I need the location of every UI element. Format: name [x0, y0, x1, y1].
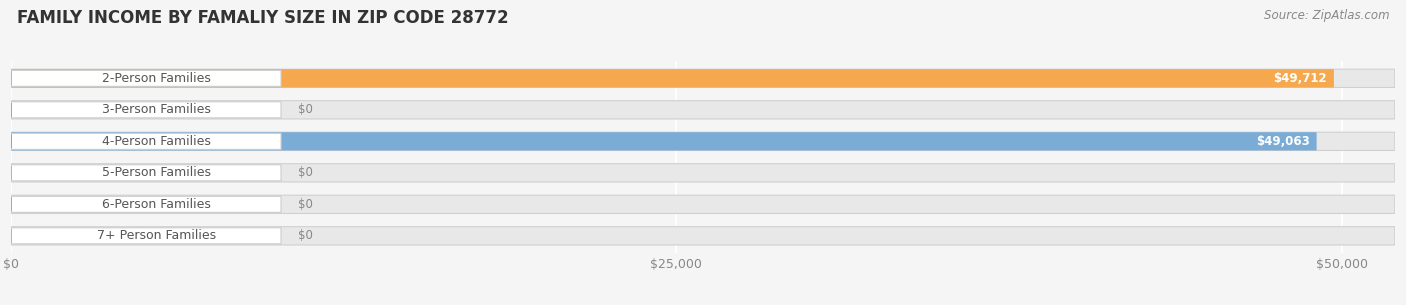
FancyBboxPatch shape [11, 102, 281, 118]
FancyBboxPatch shape [11, 132, 1316, 150]
FancyBboxPatch shape [11, 132, 1395, 150]
FancyBboxPatch shape [11, 69, 1395, 88]
Text: 5-Person Families: 5-Person Families [103, 166, 211, 179]
Text: 3-Person Families: 3-Person Families [103, 103, 211, 116]
FancyBboxPatch shape [11, 70, 281, 86]
Text: Source: ZipAtlas.com: Source: ZipAtlas.com [1264, 9, 1389, 22]
Text: $0: $0 [298, 103, 312, 116]
Text: 2-Person Families: 2-Person Families [103, 72, 211, 85]
Text: 7+ Person Families: 7+ Person Families [97, 229, 217, 242]
FancyBboxPatch shape [11, 164, 1395, 182]
FancyBboxPatch shape [11, 227, 1395, 245]
Text: $0: $0 [298, 198, 312, 211]
Text: FAMILY INCOME BY FAMALIY SIZE IN ZIP CODE 28772: FAMILY INCOME BY FAMALIY SIZE IN ZIP COD… [17, 9, 509, 27]
FancyBboxPatch shape [11, 196, 281, 212]
FancyBboxPatch shape [11, 133, 281, 149]
FancyBboxPatch shape [11, 101, 1395, 119]
FancyBboxPatch shape [11, 69, 1334, 88]
FancyBboxPatch shape [11, 228, 281, 244]
Text: 6-Person Families: 6-Person Families [103, 198, 211, 211]
Text: $49,712: $49,712 [1274, 72, 1327, 85]
Text: $49,063: $49,063 [1256, 135, 1310, 148]
Text: $0: $0 [298, 166, 312, 179]
Text: 4-Person Families: 4-Person Families [103, 135, 211, 148]
FancyBboxPatch shape [11, 165, 281, 181]
FancyBboxPatch shape [11, 195, 1395, 214]
Text: $0: $0 [298, 229, 312, 242]
